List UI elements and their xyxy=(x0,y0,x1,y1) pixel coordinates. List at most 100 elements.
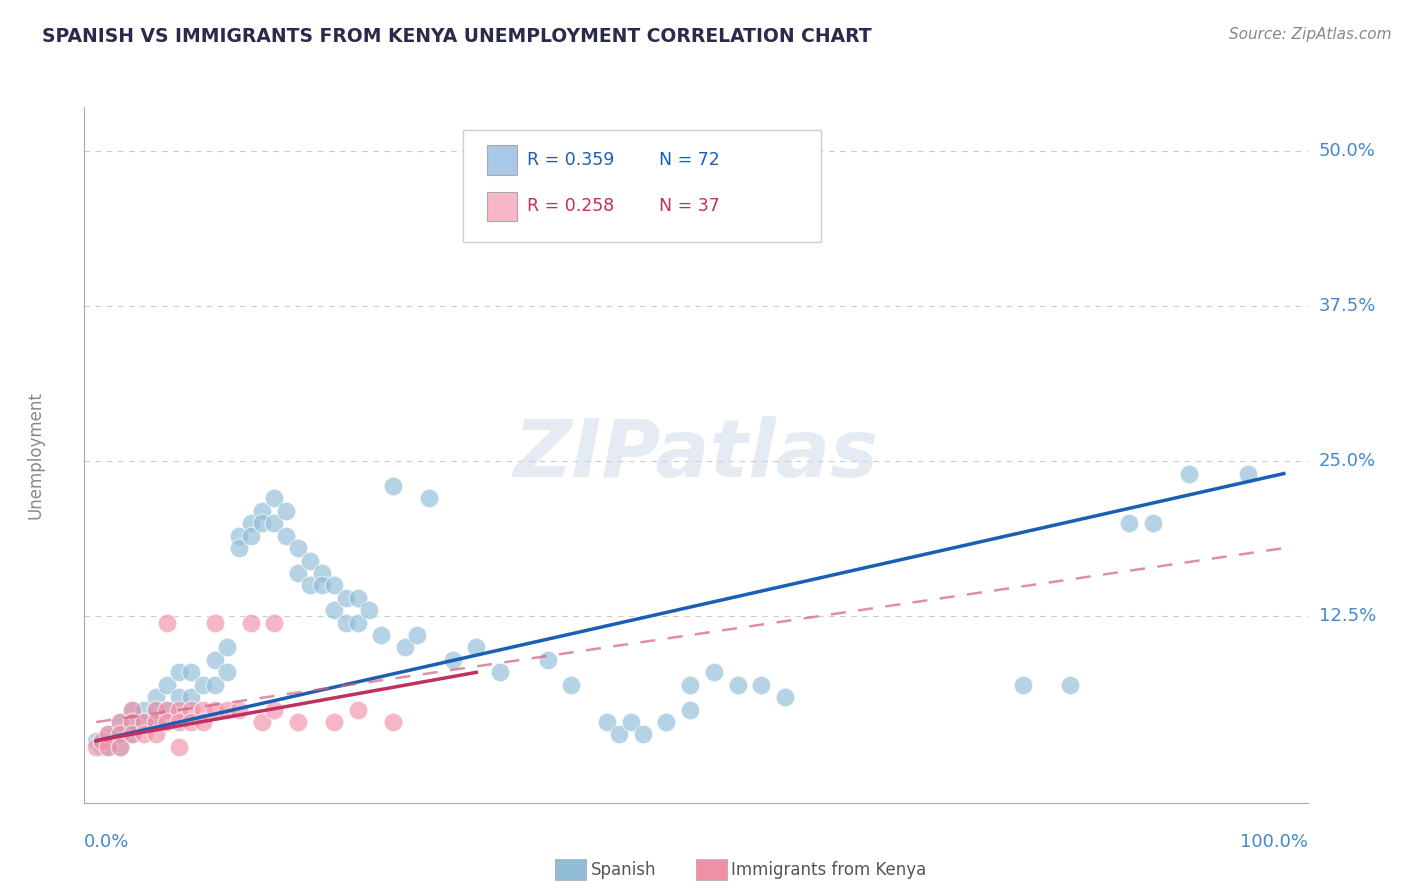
Text: R = 0.359: R = 0.359 xyxy=(527,151,614,169)
Point xyxy=(465,640,488,655)
Point xyxy=(145,690,167,705)
Text: 25.0%: 25.0% xyxy=(1319,452,1376,470)
Text: Source: ZipAtlas.com: Source: ZipAtlas.com xyxy=(1229,27,1392,42)
Point xyxy=(156,714,179,729)
Point xyxy=(749,678,772,692)
Point xyxy=(298,578,321,592)
Point xyxy=(215,665,238,680)
Point xyxy=(191,714,214,729)
Point xyxy=(97,739,120,754)
Point xyxy=(108,714,131,729)
Point xyxy=(679,703,702,717)
Text: 0.0%: 0.0% xyxy=(84,833,129,851)
Point xyxy=(228,529,250,543)
Point xyxy=(180,665,202,680)
Text: Unemployment: Unemployment xyxy=(27,391,45,519)
Point xyxy=(276,529,298,543)
Point xyxy=(1178,467,1201,481)
Point xyxy=(121,727,143,741)
Point xyxy=(441,653,464,667)
Point xyxy=(239,615,262,630)
Text: 50.0%: 50.0% xyxy=(1319,142,1375,160)
Point xyxy=(1237,467,1260,481)
Point xyxy=(191,678,214,692)
Point xyxy=(180,703,202,717)
Point xyxy=(97,727,120,741)
Point xyxy=(204,678,226,692)
Point xyxy=(132,703,155,717)
Point xyxy=(1011,678,1033,692)
Text: Spanish: Spanish xyxy=(591,861,657,879)
Point xyxy=(679,678,702,692)
Point xyxy=(655,714,678,729)
Point xyxy=(180,690,202,705)
Point xyxy=(703,665,725,680)
Text: ZIPatlas: ZIPatlas xyxy=(513,416,879,494)
Point xyxy=(335,615,357,630)
Point xyxy=(607,727,630,741)
Point xyxy=(1118,516,1140,531)
Point xyxy=(560,678,582,692)
Point xyxy=(263,516,285,531)
Point xyxy=(252,504,274,518)
Point xyxy=(145,714,167,729)
Point xyxy=(394,640,416,655)
Point xyxy=(156,703,179,717)
Point xyxy=(252,714,274,729)
Point xyxy=(132,714,155,729)
Point xyxy=(204,653,226,667)
Point xyxy=(215,640,238,655)
Point xyxy=(108,739,131,754)
Point xyxy=(773,690,796,705)
Point xyxy=(239,529,262,543)
Point xyxy=(108,727,131,741)
Point xyxy=(108,714,131,729)
Text: R = 0.258: R = 0.258 xyxy=(527,197,614,215)
Point xyxy=(169,714,191,729)
Point xyxy=(359,603,381,617)
Point xyxy=(145,727,167,741)
Point xyxy=(406,628,429,642)
Point xyxy=(132,714,155,729)
Point xyxy=(322,603,344,617)
Point xyxy=(263,703,285,717)
Point xyxy=(596,218,619,232)
Text: N = 72: N = 72 xyxy=(659,151,720,169)
Point xyxy=(180,714,202,729)
Text: N = 37: N = 37 xyxy=(659,197,720,215)
Point xyxy=(91,739,114,754)
Point xyxy=(97,727,120,741)
Point xyxy=(489,665,512,680)
Point xyxy=(169,703,191,717)
Point xyxy=(287,566,309,580)
Text: 12.5%: 12.5% xyxy=(1319,607,1376,625)
Text: SPANISH VS IMMIGRANTS FROM KENYA UNEMPLOYMENT CORRELATION CHART: SPANISH VS IMMIGRANTS FROM KENYA UNEMPLO… xyxy=(42,27,872,45)
Point xyxy=(145,714,167,729)
Point xyxy=(596,714,619,729)
Point xyxy=(287,541,309,555)
Point xyxy=(1142,516,1164,531)
Point xyxy=(169,665,191,680)
Point xyxy=(346,591,368,605)
Point xyxy=(252,516,274,531)
Point xyxy=(346,703,368,717)
Point xyxy=(169,739,191,754)
Point xyxy=(84,733,107,747)
Point xyxy=(322,714,344,729)
Point xyxy=(311,578,333,592)
Point xyxy=(169,690,191,705)
Text: Immigrants from Kenya: Immigrants from Kenya xyxy=(731,861,927,879)
Point xyxy=(263,615,285,630)
Point xyxy=(287,714,309,729)
Point xyxy=(121,703,143,717)
Point xyxy=(276,504,298,518)
Point xyxy=(121,703,143,717)
Point xyxy=(382,714,405,729)
Text: 100.0%: 100.0% xyxy=(1240,833,1308,851)
Text: 37.5%: 37.5% xyxy=(1319,297,1376,315)
Point xyxy=(311,566,333,580)
Point xyxy=(145,703,167,717)
Point xyxy=(263,491,285,506)
Point xyxy=(97,739,120,754)
Point xyxy=(156,615,179,630)
